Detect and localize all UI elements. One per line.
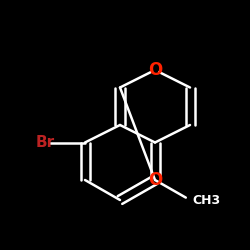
Text: O: O xyxy=(148,61,162,79)
Text: Br: Br xyxy=(36,135,54,150)
Text: CH3: CH3 xyxy=(192,194,221,206)
Text: O: O xyxy=(148,171,162,189)
